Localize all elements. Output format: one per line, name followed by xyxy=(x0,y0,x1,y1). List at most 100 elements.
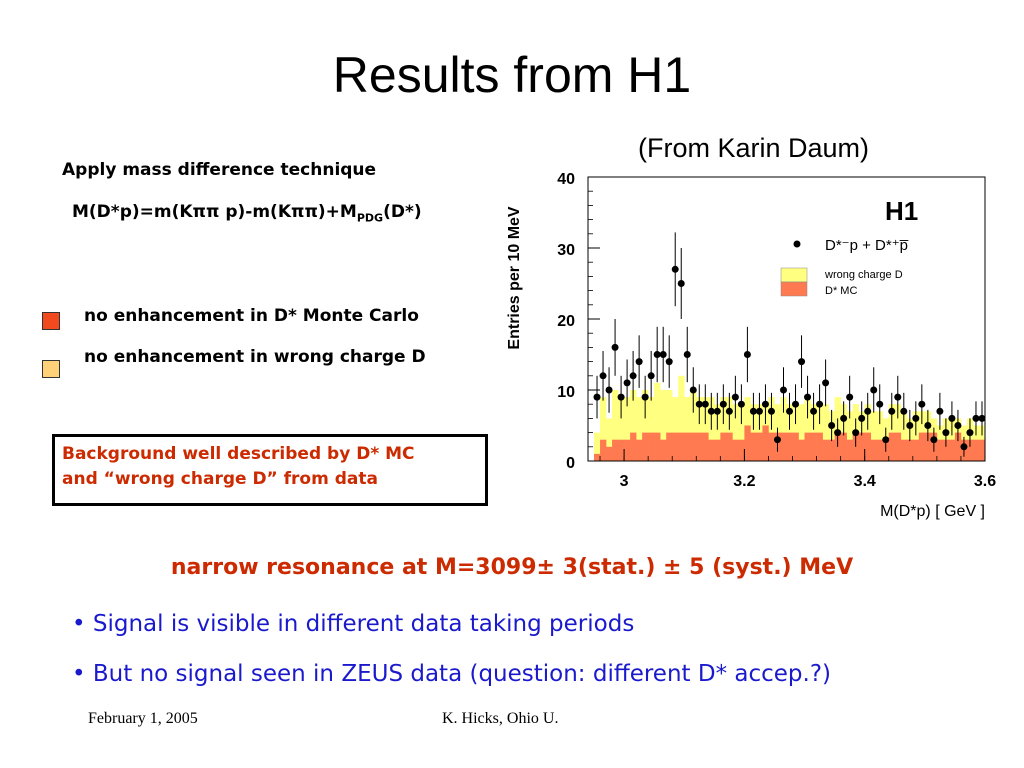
data-point xyxy=(761,400,769,408)
dstar-mc-bar xyxy=(762,425,769,461)
dstar-mc-bar xyxy=(840,432,847,461)
y-tick-label: 40 xyxy=(557,171,575,188)
dstar-mc-bar xyxy=(978,439,986,461)
wrong-charge-bar xyxy=(672,397,679,461)
data-point xyxy=(936,407,944,415)
data-point xyxy=(737,400,745,408)
y-axis-label: Entries per 10 MeV xyxy=(506,206,523,350)
data-point xyxy=(792,400,800,408)
axis-ticks: 0 10 20 30 40 3 3.2 3.4 3.6 xyxy=(557,171,996,490)
wrong-charge-bar xyxy=(648,397,655,461)
data-point xyxy=(701,400,709,408)
data-point xyxy=(773,436,781,444)
dstar-mc-bar xyxy=(684,432,691,461)
x-tick-label: 3 xyxy=(620,473,629,490)
data-point xyxy=(888,407,896,415)
wrong-charge-bar xyxy=(822,404,829,461)
dstar-mc-bar xyxy=(750,432,757,461)
dstar-mc-bar xyxy=(708,439,715,461)
data-point xyxy=(755,407,763,415)
wrong-charge-bar xyxy=(900,411,908,461)
wrong-charge-bar xyxy=(714,404,721,461)
legend-dstar-mc-swatch xyxy=(780,281,808,297)
data-point xyxy=(942,429,950,437)
background-callout-text: Background well described by D* MC and “… xyxy=(62,442,415,492)
data-point xyxy=(593,393,601,401)
dstar-mc-bar xyxy=(666,432,673,461)
formula-main: M(D*p)=m(Kππ p)-m(Kππ)+M xyxy=(72,202,357,222)
data-point xyxy=(846,393,854,401)
formula-subscript: PDG xyxy=(356,211,384,225)
y-tick-label: 0 xyxy=(566,455,575,472)
dstar-mc-bar xyxy=(816,432,823,461)
dstar-mc-bar xyxy=(738,439,745,461)
y-tick-label: 30 xyxy=(557,242,575,259)
wrong-charge-color-swatch xyxy=(42,360,60,378)
dstar-mc-bar xyxy=(972,439,980,461)
data-point xyxy=(822,379,830,387)
data-point xyxy=(882,436,890,444)
wrong-charge-bar xyxy=(684,397,691,461)
data-point xyxy=(960,443,968,451)
data-point xyxy=(653,351,661,358)
dstar-mc-bar xyxy=(924,432,932,461)
data-point xyxy=(731,393,739,401)
dstar-mc-bar xyxy=(642,432,649,461)
wrong-charge-bar xyxy=(846,411,853,461)
data-point xyxy=(713,407,721,415)
resonance-result: narrow resonance at M=3099± 3(stat.) ± 5… xyxy=(170,555,854,580)
wrong-charge-bar xyxy=(720,397,727,461)
data-point xyxy=(786,407,794,415)
dstar-mc-bar xyxy=(966,439,974,461)
wrong-charge-bar xyxy=(912,411,920,461)
wrong-charge-bar xyxy=(738,404,745,461)
data-point xyxy=(900,407,908,415)
data-point xyxy=(972,414,980,422)
data-point xyxy=(912,414,920,422)
data-point xyxy=(924,422,932,429)
data-point xyxy=(864,407,872,415)
x-tick-label: 3.4 xyxy=(854,473,876,490)
data-point xyxy=(954,422,962,429)
data-point xyxy=(894,393,902,401)
dstar-mc-bar xyxy=(612,439,619,461)
dstar-mc-bar xyxy=(954,432,962,461)
figure-credit: (From Karin Daum) xyxy=(638,133,870,163)
dstar-mc-bar xyxy=(792,432,799,461)
legend-data-marker xyxy=(793,240,801,248)
point-signal-visible: • Signal is visible in different data ta… xyxy=(72,611,635,637)
data-point xyxy=(605,386,613,394)
wrong-charge-bar xyxy=(660,390,667,461)
bullet-no-enhancement-wrong-charge: no enhancement in wrong charge D xyxy=(84,347,426,367)
dstar-mc-bar xyxy=(918,432,926,461)
footer-author: K. Hicks, Ohio U. xyxy=(442,710,559,727)
dstar-mc-bar xyxy=(678,432,685,461)
wrong-charge-bar xyxy=(666,390,673,461)
data-point xyxy=(647,372,655,380)
data-point xyxy=(743,351,751,358)
background-callout-box xyxy=(52,434,488,506)
dstar-mc-bar xyxy=(846,439,853,461)
dstar-mc-bar xyxy=(696,432,703,461)
data-point xyxy=(930,436,938,444)
wrong-charge-bar xyxy=(780,397,787,461)
footer-date: February 1, 2005 xyxy=(88,710,198,727)
legend-dstar-mc-label: D* MC xyxy=(825,285,857,297)
data-points xyxy=(593,232,986,457)
dstar-mc-bar xyxy=(636,439,643,461)
dstar-mc-bar xyxy=(618,439,625,461)
wrong-charge-bar xyxy=(618,397,625,461)
wrong-charge-bar xyxy=(636,397,643,461)
data-point xyxy=(918,400,926,408)
dstar-mc-bar xyxy=(894,432,902,461)
dstar-mc-bar xyxy=(888,432,896,461)
data-point xyxy=(858,414,866,422)
formula-tail: (D*) xyxy=(383,202,422,222)
data-point xyxy=(767,407,775,415)
dstar-mc-bar xyxy=(624,439,631,461)
experiment-label: H1 xyxy=(885,196,918,226)
dstar-mc-bar xyxy=(804,432,811,461)
data-point xyxy=(629,372,637,380)
wrong-charge-bar xyxy=(594,432,601,461)
data-point xyxy=(689,386,697,394)
